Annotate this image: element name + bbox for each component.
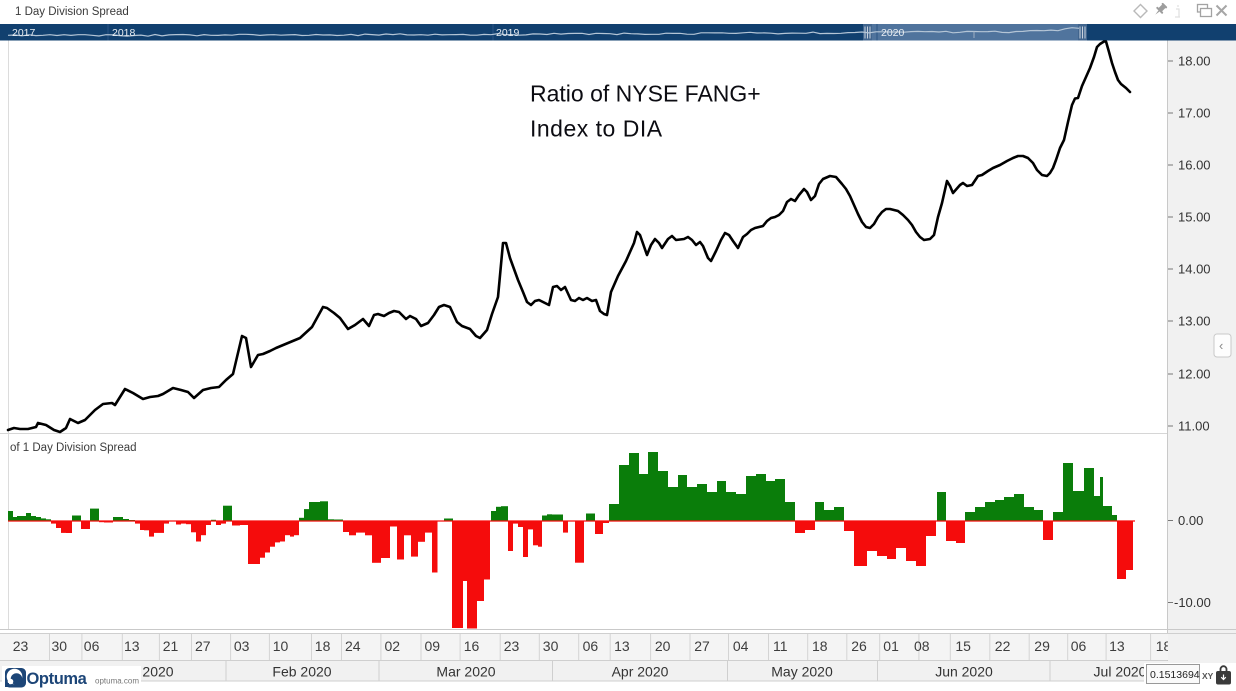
svg-text:30: 30 <box>543 638 559 654</box>
svg-text:Optuma: Optuma <box>27 670 88 688</box>
svg-text:13: 13 <box>1109 638 1125 654</box>
svg-text:XY: XY <box>1202 671 1214 681</box>
svg-text:15: 15 <box>955 638 971 654</box>
svg-text:12.00: 12.00 <box>1178 367 1211 382</box>
svg-text:24: 24 <box>345 638 361 654</box>
svg-text:11.00: 11.00 <box>1178 419 1210 434</box>
svg-text:23: 23 <box>13 638 29 654</box>
svg-text:10: 10 <box>273 638 289 654</box>
svg-text:Index to DIA: Index to DIA <box>530 116 663 142</box>
svg-text:Ratio of NYSE FANG+: Ratio of NYSE FANG+ <box>530 81 761 107</box>
svg-text:08: 08 <box>914 638 930 654</box>
svg-text:11: 11 <box>773 638 788 654</box>
svg-text:02: 02 <box>385 638 401 654</box>
svg-text:04: 04 <box>733 638 749 654</box>
svg-text:01: 01 <box>883 638 899 654</box>
svg-text:06: 06 <box>1071 638 1087 654</box>
svg-text:09: 09 <box>425 638 441 654</box>
svg-text:17.00: 17.00 <box>1178 106 1211 121</box>
svg-text:18: 18 <box>1156 638 1172 654</box>
svg-text:26: 26 <box>851 638 867 654</box>
svg-text:2019: 2019 <box>496 27 520 39</box>
svg-text:27: 27 <box>694 638 710 654</box>
svg-text:16.00: 16.00 <box>1178 158 1211 173</box>
svg-text:0.00: 0.00 <box>1178 513 1203 528</box>
svg-text:-10.00: -10.00 <box>1174 595 1211 610</box>
svg-text:20: 20 <box>655 638 671 654</box>
svg-text:Apr 2020: Apr 2020 <box>612 664 669 680</box>
svg-text:2020: 2020 <box>142 664 173 680</box>
svg-text:18: 18 <box>812 638 828 654</box>
svg-text:29: 29 <box>1034 638 1050 654</box>
svg-text:06: 06 <box>583 638 599 654</box>
svg-text:18.00: 18.00 <box>1178 54 1211 69</box>
svg-text:16: 16 <box>464 638 480 654</box>
svg-text:2020: 2020 <box>881 27 905 39</box>
svg-text:0.1513694: 0.1513694 <box>1150 669 1200 681</box>
svg-text:13.00: 13.00 <box>1178 314 1211 329</box>
svg-text:30: 30 <box>52 638 68 654</box>
svg-text:1 Day Division Spread: 1 Day Division Spread <box>15 6 129 18</box>
svg-text:15.00: 15.00 <box>1178 210 1211 225</box>
svg-text:‹: ‹ <box>1219 338 1223 353</box>
svg-text:2017: 2017 <box>12 27 36 39</box>
svg-text:14.00: 14.00 <box>1178 262 1211 277</box>
svg-text:Jun 2020: Jun 2020 <box>935 664 993 680</box>
svg-text:03: 03 <box>234 638 250 654</box>
svg-text:18: 18 <box>315 638 331 654</box>
svg-text:optuma.com: optuma.com <box>95 677 139 686</box>
svg-text:27: 27 <box>195 638 211 654</box>
svg-text:13: 13 <box>614 638 630 654</box>
svg-text:21: 21 <box>163 638 179 654</box>
svg-text:2018: 2018 <box>112 27 136 39</box>
svg-text:06: 06 <box>84 638 100 654</box>
svg-text:of 1 Day Division Spread: of 1 Day Division Spread <box>10 442 137 454</box>
svg-text:Feb 2020: Feb 2020 <box>272 664 331 680</box>
svg-text:23: 23 <box>504 638 520 654</box>
svg-text:May 2020: May 2020 <box>771 664 833 680</box>
svg-text:Jul 2020: Jul 2020 <box>1094 664 1147 680</box>
svg-text:22: 22 <box>995 638 1011 654</box>
svg-text:Mar 2020: Mar 2020 <box>436 664 495 680</box>
svg-text:13: 13 <box>124 638 140 654</box>
